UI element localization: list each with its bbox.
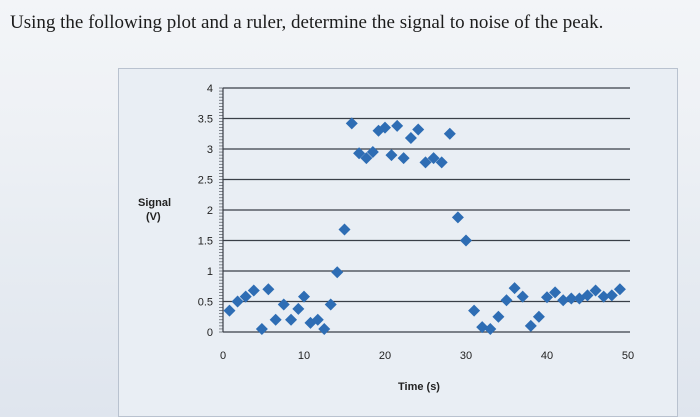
data-point bbox=[391, 119, 404, 132]
data-point bbox=[589, 284, 602, 297]
data-point bbox=[427, 152, 440, 165]
data-point bbox=[292, 302, 305, 315]
data-point bbox=[353, 147, 366, 160]
y-tick-label: 0.5 bbox=[198, 297, 213, 309]
y-axis-label-line1: Signal bbox=[138, 197, 171, 209]
data-point bbox=[516, 290, 529, 303]
data-point bbox=[379, 121, 391, 134]
data-point bbox=[500, 294, 513, 307]
data-point bbox=[338, 223, 351, 236]
y-tick-label: 0 bbox=[207, 327, 213, 339]
y-tick-label: 3.5 bbox=[198, 114, 213, 126]
data-point bbox=[239, 290, 252, 303]
scatter-chart: 0 0.5 1 1.5 2 2.5 3 3.5 4 0 10 20 30 40 50 Signal (V)… bbox=[138, 83, 634, 393]
data-point bbox=[318, 322, 331, 335]
x-tick-label: 0 bbox=[220, 350, 226, 362]
data-point bbox=[404, 132, 417, 145]
y-tick-label: 3 bbox=[207, 144, 213, 156]
data-point bbox=[613, 283, 626, 296]
data-point bbox=[412, 123, 425, 136]
data-point bbox=[435, 156, 448, 169]
data-point bbox=[397, 152, 410, 165]
chart-panel: 0 0.5 1 1.5 2 2.5 3 3.5 4 0 10 20 30 40 50 Signal (V)… bbox=[118, 68, 678, 417]
data-point bbox=[460, 234, 472, 247]
data-point bbox=[541, 291, 553, 304]
data-point bbox=[345, 117, 358, 130]
data-point bbox=[223, 304, 236, 317]
y-tick-label: 1 bbox=[207, 266, 213, 278]
gridlines bbox=[219, 87, 630, 333]
y-tick-labels: 0 0.5 1 1.5 2 2.5 3 3.5 4 bbox=[198, 83, 213, 339]
data-point bbox=[476, 321, 489, 334]
data-point bbox=[565, 292, 578, 305]
data-point bbox=[372, 124, 385, 137]
x-axis-label: Time (s) bbox=[398, 381, 440, 393]
data-point bbox=[269, 313, 282, 326]
data-point bbox=[255, 322, 268, 335]
y-tick-label: 2.5 bbox=[198, 175, 213, 187]
x-tick-label: 40 bbox=[541, 350, 553, 362]
x-tick-label: 50 bbox=[622, 350, 634, 362]
data-point bbox=[549, 286, 562, 299]
data-point bbox=[508, 282, 521, 295]
x-tick-label: 20 bbox=[379, 350, 391, 362]
data-point bbox=[532, 310, 545, 323]
data-point bbox=[360, 152, 373, 165]
x-tick-label: 30 bbox=[460, 350, 472, 362]
data-point bbox=[324, 298, 337, 311]
data-point bbox=[484, 322, 497, 335]
data-point bbox=[581, 289, 594, 302]
data-point bbox=[573, 292, 586, 305]
data-point bbox=[298, 290, 310, 303]
data-point bbox=[366, 146, 379, 159]
data-point bbox=[524, 319, 537, 332]
y-tick-label: 4 bbox=[207, 83, 213, 95]
data-point bbox=[262, 283, 275, 296]
x-tick-label: 10 bbox=[298, 350, 310, 362]
data-point bbox=[492, 310, 505, 323]
data-point bbox=[311, 313, 324, 326]
y-axis-label-line2: (V) bbox=[146, 211, 161, 223]
data-point bbox=[285, 313, 298, 326]
data-point bbox=[451, 211, 464, 224]
data-point bbox=[247, 284, 260, 297]
data-point bbox=[231, 295, 244, 308]
data-point bbox=[443, 127, 456, 140]
data-point bbox=[385, 149, 398, 162]
data-points bbox=[223, 117, 626, 335]
data-point bbox=[557, 294, 570, 307]
y-tick-label: 2 bbox=[207, 205, 213, 217]
question-text: Using the following plot and a ruler, de… bbox=[10, 12, 604, 33]
data-point bbox=[419, 156, 432, 169]
data-point bbox=[597, 290, 610, 303]
data-point bbox=[277, 298, 290, 311]
x-tick-labels: 0 10 20 30 40 50 bbox=[220, 350, 634, 362]
data-point bbox=[331, 266, 344, 279]
data-point bbox=[468, 304, 481, 317]
y-tick-label: 1.5 bbox=[198, 236, 213, 248]
data-point bbox=[605, 289, 618, 302]
